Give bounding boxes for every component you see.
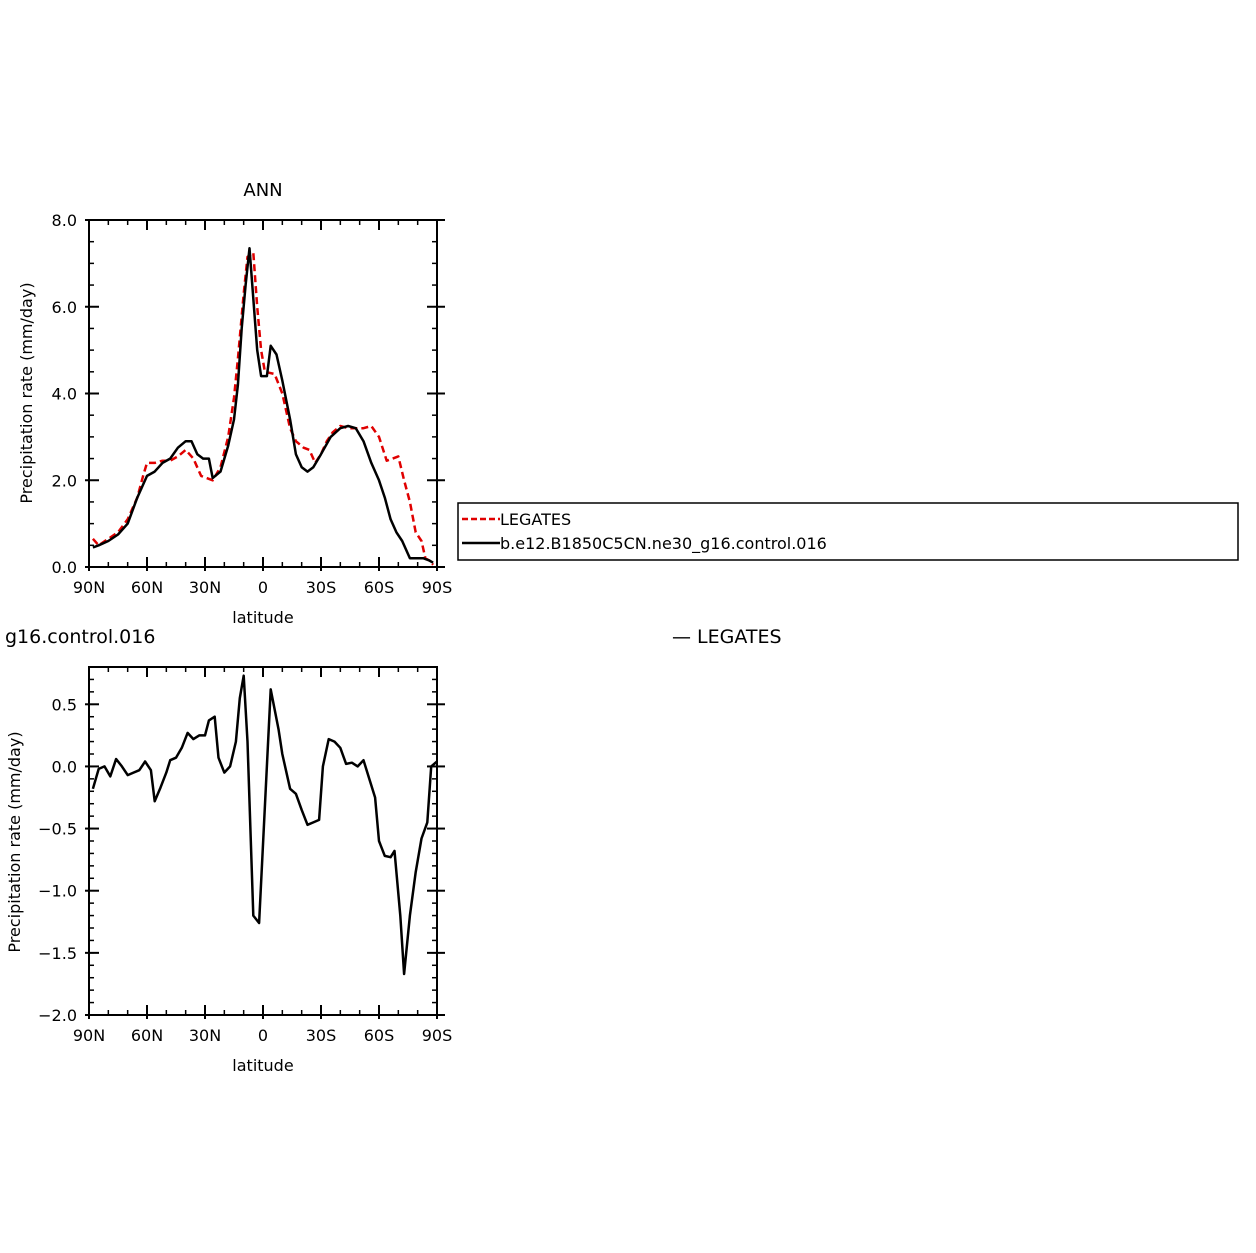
- panel-annual-precipitation: ANN 90N 60N 30N 0 30S 60S 90S 0.02.04.06.08.0 …: [17, 180, 452, 627]
- x-tick-label: 90S: [422, 578, 453, 597]
- x-tick-label: 60N: [131, 1026, 163, 1045]
- x-tick-label: 30N: [189, 578, 221, 597]
- panel1-y-axis-label: Precipitation rate (mm/day): [17, 282, 36, 503]
- x-tick-label: 0: [258, 578, 268, 597]
- x-tick-label: 90S: [422, 1026, 453, 1045]
- panel1-plot-frame: [88, 219, 438, 568]
- panel1-title: ANN: [243, 180, 282, 201]
- series-line-1: [92, 246, 434, 564]
- panel1-y-tick-labels: 0.0 2.0 4.0 6.0 8.0: [52, 211, 77, 577]
- panel2-y-axis-label: Precipitation rate (mm/day): [5, 731, 24, 952]
- panel2-plot-frame: [88, 666, 438, 1016]
- x-tick-label: 0: [258, 1026, 268, 1045]
- panel2-ticks: [85, 666, 445, 1019]
- panel2-series: [91, 674, 438, 976]
- x-tick-label: 30N: [189, 1026, 221, 1045]
- y-tick-label: −2.0: [38, 1006, 77, 1025]
- x-tick-label: 30S: [306, 1026, 337, 1045]
- y-tick-label: 0.5: [52, 695, 77, 714]
- y-tick-label: 2.0: [52, 471, 77, 490]
- x-tick-label: 60S: [364, 578, 395, 597]
- y-tick-label: −1.5: [38, 944, 77, 963]
- legend-label-legates: LEGATES: [500, 510, 571, 529]
- y-tick-label: 0.0: [52, 757, 77, 776]
- x-tick-label: 30S: [306, 578, 337, 597]
- panel1-x-axis-label: latitude: [232, 608, 293, 627]
- series-line-0: [91, 674, 438, 976]
- x-tick-label: 60N: [131, 578, 163, 597]
- x-tick-label: 60S: [364, 1026, 395, 1045]
- series-line-0: [91, 251, 435, 566]
- x-tick-label: 90N: [73, 578, 105, 597]
- panel1-series: [91, 246, 435, 566]
- y-tick-label: 4.0: [52, 385, 77, 404]
- legend-box: [457, 502, 1239, 561]
- y-tick-label: −1.0: [38, 882, 77, 901]
- panel2-title-right: — LEGATES: [672, 626, 782, 648]
- panel2-x-tick-labels: 90N 60N 30N 0 30S 60S 90S: [73, 1026, 452, 1045]
- x-tick-label: 90N: [73, 1026, 105, 1045]
- panel-difference: g16.control.016 — LEGATES 90N 60N 30N 0 30S 6…: [5, 626, 782, 1075]
- panel2-x-axis-label: latitude: [232, 1056, 293, 1075]
- legend: LEGATES b.e12.B1850C5CN.ne30_g16.control…: [457, 502, 1239, 561]
- panel1-x-tick-labels: 90N 60N 30N 0 30S 60S 90S: [73, 578, 452, 597]
- y-tick-label: 0.0: [52, 558, 77, 577]
- legend-label-model: b.e12.B1850C5CN.ne30_g16.control.016: [500, 534, 827, 554]
- y-tick-label: −0.5: [38, 820, 77, 839]
- panel2-title-left: g16.control.016: [5, 626, 155, 648]
- y-tick-label: 6.0: [52, 298, 77, 317]
- panel2-y-tick-labels: 0.5 0.0 −0.5 −1.0 −1.5 −2.0: [38, 695, 77, 1025]
- y-tick-label: 8.0: [52, 211, 77, 230]
